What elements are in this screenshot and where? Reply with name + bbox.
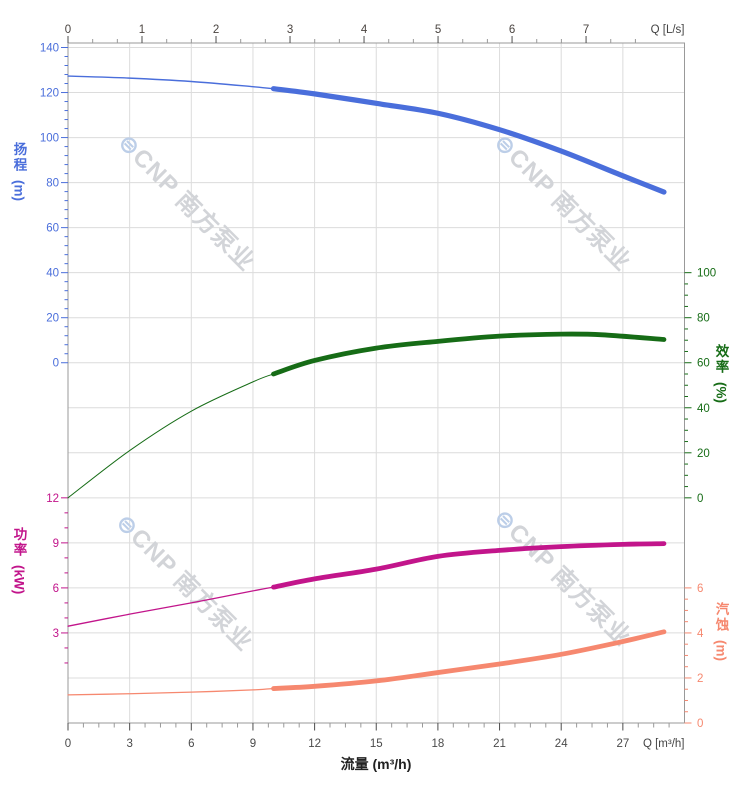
tick-label: 6 xyxy=(53,583,59,595)
tick-label: 3 xyxy=(126,738,132,750)
head-axis: 140 120 100 80 60 40 20 0 xyxy=(40,43,68,370)
tick-label: 27 xyxy=(616,738,629,750)
tick-label: 5 xyxy=(435,24,441,36)
tick-label: 3 xyxy=(53,628,59,640)
tick-label: 1 xyxy=(139,24,145,36)
tick-label: 6 xyxy=(188,738,194,750)
tick-label: 9 xyxy=(250,738,256,750)
tick-label: 2 xyxy=(213,24,219,36)
tick-label: Q [m³/h] xyxy=(643,738,685,750)
tick-label: 24 xyxy=(555,738,568,750)
tick-label: 4 xyxy=(697,628,704,640)
efficiency-axis-unit: (%) xyxy=(713,382,729,403)
watermarks: ⊜CNP 南方泵业 ⊜CNP 南方泵业⊜CNP 南方泵业⊜CNP 南方泵业 xyxy=(110,128,637,657)
tick-label: Q [L/s] xyxy=(651,24,685,36)
tick-label: 0 xyxy=(697,718,703,730)
svg-text:⊜CNP 南方泵业: ⊜CNP 南方泵业 xyxy=(110,508,259,657)
power-axis-title: 功率 (kW) xyxy=(11,527,27,595)
gridlines xyxy=(68,43,685,723)
tick-label: 15 xyxy=(370,738,383,750)
tick-label: 6 xyxy=(509,24,515,36)
npsh-curve-thin xyxy=(67,687,275,696)
tick-label: 20 xyxy=(697,448,710,460)
tick-label: 40 xyxy=(697,403,710,415)
tick-label: 0 xyxy=(697,493,703,505)
head-axis-title-text: 扬程 xyxy=(11,142,27,173)
tick-label: 0 xyxy=(65,24,71,36)
npsh-axis: 6 4 2 0 xyxy=(684,583,704,730)
head-curve-thick xyxy=(270,86,667,195)
cnp-watermark: ⊜CNP 南方泵业 xyxy=(110,508,259,657)
head-axis-unit: (m) xyxy=(11,180,27,201)
tick-label: 12 xyxy=(308,738,321,750)
npsh-curve xyxy=(67,629,667,696)
tick-label: 40 xyxy=(46,268,59,280)
tick-label: 6 xyxy=(697,583,703,595)
cnp-watermark: ⊜CNP 南方泵业 xyxy=(112,128,261,277)
tick-label: 60 xyxy=(697,358,710,370)
head-curve xyxy=(67,75,667,195)
svg-text:⊜CNP 南方泵业: ⊜CNP 南方泵业 xyxy=(112,128,261,277)
efficiency-axis: 100 80 60 40 20 0 xyxy=(684,268,716,505)
power-curve-thick xyxy=(271,541,667,590)
bottom-axis: 0 3 6 9 12 15 18 21 24 27 Q [m³/h] xyxy=(65,723,685,750)
tick-label: 20 xyxy=(46,313,59,325)
efficiency-curve-thin xyxy=(67,373,274,499)
tick-label: 0 xyxy=(53,358,59,370)
tick-label: 80 xyxy=(697,313,710,325)
tick-label: 4 xyxy=(361,24,368,36)
tick-label: 3 xyxy=(287,24,293,36)
tick-label: 7 xyxy=(583,24,589,36)
tick-label: 140 xyxy=(40,43,59,55)
flow-axis-title: 流量 (m³/h) xyxy=(340,756,412,772)
tick-label: 100 xyxy=(40,133,59,145)
top-axis: 0 1 2 3 4 5 6 7 Q [L/s] xyxy=(65,24,685,43)
npsh-curve-thick xyxy=(271,629,667,691)
tick-label: 12 xyxy=(46,493,59,505)
svg-text:⊜CNP 南方泵业: ⊜CNP 南方泵业 xyxy=(488,503,637,652)
tick-label: 0 xyxy=(65,738,71,750)
power-axis: 12 9 6 3 xyxy=(46,493,68,664)
tick-label: 80 xyxy=(46,178,59,190)
tick-label: 2 xyxy=(697,673,703,685)
efficiency-axis-title-text: 效率 xyxy=(713,344,729,375)
power-axis-unit: (kW) xyxy=(11,565,27,595)
head-curve-thin xyxy=(67,75,275,90)
tick-label: 120 xyxy=(40,88,59,100)
cnp-watermark: ⊜CNP 南方泵业 xyxy=(488,503,637,652)
npsh-axis-title-text: 汽蚀 xyxy=(713,602,729,633)
efficiency-curve-thick xyxy=(271,331,667,377)
tick-label: 100 xyxy=(697,268,716,280)
tick-label: 60 xyxy=(46,223,59,235)
efficiency-axis-title: 效率 (%) xyxy=(713,344,729,403)
power-axis-title-text: 功率 xyxy=(11,527,27,558)
head-axis-title: 扬程 (m) xyxy=(11,142,27,201)
efficiency-curve xyxy=(67,331,667,499)
tick-label: 21 xyxy=(493,738,506,750)
power-curve-thin xyxy=(67,586,275,627)
power-curve xyxy=(67,541,667,627)
tick-label: 18 xyxy=(432,738,445,750)
tick-label: 9 xyxy=(53,538,59,550)
npsh-axis-title: 汽蚀 (m) xyxy=(713,602,729,661)
npsh-axis-unit: (m) xyxy=(713,640,729,661)
